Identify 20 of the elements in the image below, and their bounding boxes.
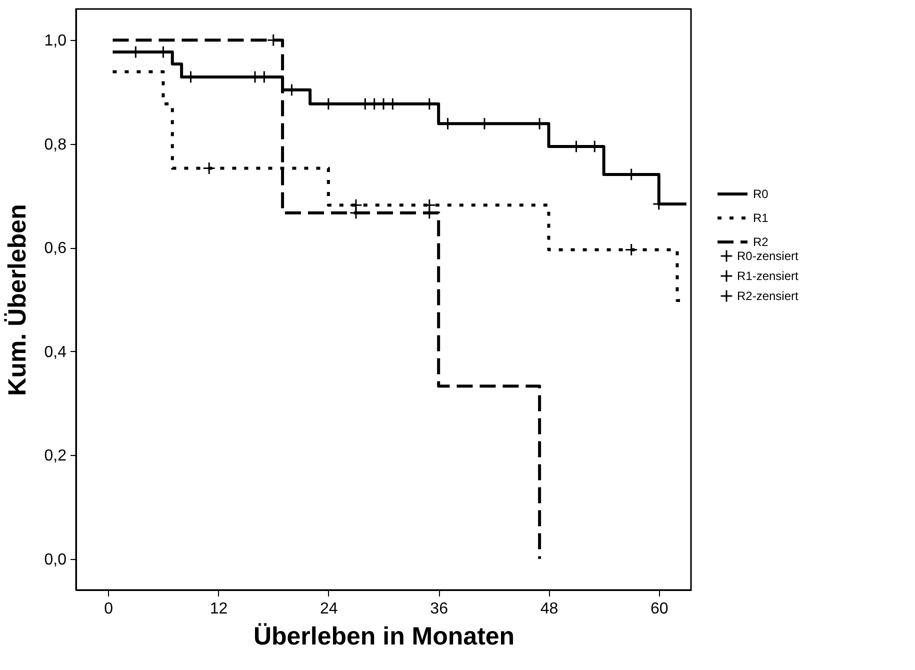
legend-label: R0 — [753, 186, 769, 201]
y-tick-label: 0,2 — [44, 448, 67, 465]
legend-label: R2 — [753, 234, 769, 249]
x-axis-title: Überleben in Monaten — [253, 622, 515, 650]
y-tick-label: 0,0 — [44, 551, 67, 568]
x-tick-label: 48 — [540, 600, 558, 618]
legend-label: R0-zensiert — [737, 248, 800, 263]
legend-label: R1-zensiert — [737, 268, 800, 283]
y-tick-label: 0,8 — [44, 136, 67, 154]
x-tick-label: 36 — [430, 600, 448, 618]
x-tick-label: 12 — [210, 600, 228, 618]
x-tick-label: 60 — [650, 600, 668, 618]
y-tick-label: 0,4 — [44, 344, 67, 361]
legend-label: R1 — [753, 210, 769, 225]
x-tick-label: 0 — [104, 600, 114, 618]
y-axis-title: Kum. Überleben — [3, 204, 32, 396]
y-tick-label: 1,0 — [44, 32, 67, 50]
y-tick-label: 0,6 — [44, 240, 67, 258]
legend-label: R2-zensiert — [737, 288, 800, 303]
x-tick-label: 24 — [320, 600, 338, 618]
